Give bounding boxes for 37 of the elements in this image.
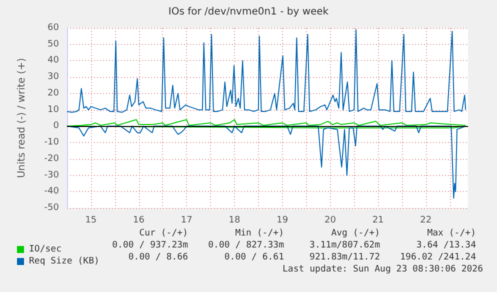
- y-axis-title: Units read (-) / write (+): [16, 58, 28, 178]
- x-tick-label: 18: [228, 216, 240, 226]
- text: 3.11m/807.62m: [310, 240, 380, 250]
- y-tick-label: 20: [48, 88, 60, 98]
- y-tick-label: -10: [44, 138, 60, 148]
- x-tick-label: 16: [133, 216, 145, 226]
- y-tick-label: 30: [48, 72, 60, 82]
- text: 0.00 / 6.61: [224, 252, 284, 262]
- chart-title: IOs for /dev/nvme0n1 - by week: [168, 6, 329, 18]
- text: 0.00 / 8.66: [128, 252, 188, 262]
- legend-label: IO/sec: [29, 244, 62, 254]
- y-tick-label: 60: [48, 23, 60, 33]
- text: 0.00 / 937.23m: [112, 240, 188, 250]
- x-tick-label: 17: [180, 216, 192, 226]
- x-tick-label: 21: [372, 216, 384, 226]
- x-tick-label: 15: [85, 216, 97, 226]
- y-tick-label: 50: [48, 39, 60, 50]
- text: Cur (-/+): [139, 228, 188, 238]
- text: Max (-/+): [427, 228, 476, 238]
- x-tick-label: 22: [420, 216, 432, 226]
- text: 3.64 /13.34: [416, 240, 476, 250]
- legend-label: Req Size (KB): [29, 256, 100, 266]
- text: 0.00 / 827.33m: [208, 240, 284, 250]
- y-tick-label: -20: [44, 154, 60, 164]
- y-tick-label: 0: [53, 121, 60, 132]
- text: 921.83m/11.72: [310, 252, 380, 262]
- y-tick-label: -30: [44, 170, 60, 180]
- y-tick-label: 10: [48, 104, 60, 115]
- x-tick-label: 20: [324, 216, 336, 226]
- text: Last update: Sun Aug 23 08:30:06 2026: [282, 264, 483, 274]
- text: Avg (-/+): [331, 228, 380, 238]
- y-tick-label: -50: [44, 203, 60, 213]
- y-tick-label: 40: [48, 56, 60, 66]
- text: 196.02 /241.24: [400, 252, 476, 262]
- x-tick-label: 19: [276, 216, 288, 226]
- y-tick-label: -40: [44, 186, 60, 197]
- text: Min (-/+): [235, 228, 284, 238]
